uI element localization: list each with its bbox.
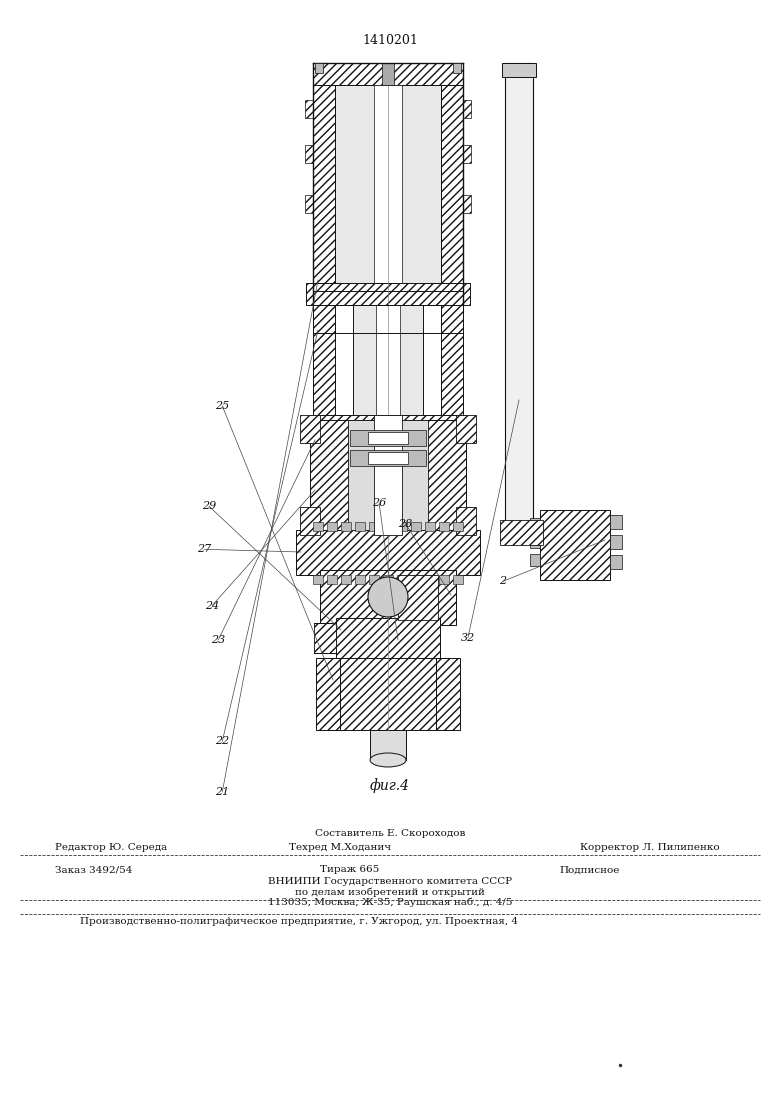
Bar bbox=[296, 531, 480, 575]
Text: 113035, Москва, Ж-35, Раушская наб., д. 4/5: 113035, Москва, Ж-35, Раушская наб., д. … bbox=[268, 897, 512, 907]
Bar bbox=[370, 730, 406, 760]
Bar bbox=[313, 306, 335, 420]
Bar bbox=[456, 507, 476, 535]
Text: Корректор Л. Пилипенко: Корректор Л. Пилипенко bbox=[580, 844, 720, 853]
Text: Производственно-полиграфическое предприятие, г. Ужгород, ул. Проектная, 4: Производственно-полиграфическое предприя… bbox=[80, 918, 518, 927]
Bar bbox=[505, 63, 533, 535]
Bar bbox=[314, 623, 336, 653]
Text: 28: 28 bbox=[399, 518, 413, 529]
Bar bbox=[453, 522, 463, 531]
Bar bbox=[397, 522, 407, 531]
Bar bbox=[441, 306, 463, 420]
Text: 1410201: 1410201 bbox=[362, 33, 418, 46]
Bar bbox=[369, 522, 379, 531]
Text: по делам изобретений и открытий: по делам изобретений и открытий bbox=[295, 887, 485, 897]
Text: Редактор Ю. Середа: Редактор Ю. Середа bbox=[55, 844, 167, 853]
Bar bbox=[320, 570, 456, 625]
Bar bbox=[355, 575, 365, 583]
Text: Техред М.Ходанич: Техред М.Ходанич bbox=[289, 844, 391, 853]
Bar bbox=[436, 658, 460, 730]
Bar bbox=[456, 415, 476, 443]
Text: фиг.4: фиг.4 bbox=[370, 779, 410, 793]
Bar bbox=[463, 195, 471, 213]
Text: 21: 21 bbox=[215, 786, 229, 797]
Text: 23: 23 bbox=[211, 634, 225, 645]
Bar bbox=[328, 658, 448, 730]
Bar bbox=[313, 522, 323, 531]
Bar bbox=[341, 522, 351, 531]
Text: 29: 29 bbox=[202, 501, 216, 512]
Bar bbox=[368, 432, 408, 445]
Bar bbox=[355, 522, 365, 531]
Bar bbox=[374, 85, 402, 285]
Bar bbox=[313, 283, 463, 291]
Text: 2: 2 bbox=[499, 576, 507, 587]
Bar bbox=[341, 575, 351, 583]
Bar bbox=[376, 306, 400, 420]
Bar bbox=[305, 195, 313, 213]
Bar bbox=[313, 85, 335, 285]
Bar bbox=[305, 100, 313, 118]
Bar bbox=[453, 575, 463, 583]
Bar bbox=[530, 536, 540, 548]
Bar bbox=[411, 575, 421, 583]
Bar bbox=[439, 575, 449, 583]
Bar bbox=[540, 510, 610, 580]
Bar bbox=[530, 554, 540, 566]
Text: 32: 32 bbox=[461, 632, 475, 643]
Text: 24: 24 bbox=[205, 600, 219, 611]
Bar bbox=[425, 575, 435, 583]
Bar bbox=[500, 520, 543, 545]
Bar bbox=[313, 575, 323, 583]
Bar bbox=[411, 522, 421, 531]
Bar bbox=[397, 575, 407, 583]
Text: Заказ 3492/54: Заказ 3492/54 bbox=[55, 866, 133, 875]
Bar bbox=[368, 452, 408, 464]
Bar bbox=[383, 522, 393, 531]
Bar bbox=[300, 415, 320, 443]
Bar bbox=[335, 85, 441, 285]
Bar bbox=[300, 507, 320, 535]
Text: 22: 22 bbox=[215, 736, 229, 747]
Ellipse shape bbox=[370, 753, 406, 767]
Bar bbox=[327, 522, 337, 531]
Bar bbox=[369, 575, 379, 583]
Text: Составитель Е. Скороходов: Составитель Е. Скороходов bbox=[315, 829, 465, 838]
Text: 25: 25 bbox=[215, 400, 229, 411]
Bar bbox=[374, 415, 402, 535]
Bar bbox=[316, 658, 340, 730]
Text: Подписное: Подписное bbox=[560, 866, 620, 875]
Bar bbox=[382, 63, 394, 85]
Bar bbox=[439, 522, 449, 531]
Bar bbox=[353, 306, 423, 420]
Bar bbox=[350, 430, 426, 446]
Bar bbox=[336, 618, 440, 662]
Bar bbox=[398, 575, 438, 620]
Circle shape bbox=[368, 577, 408, 617]
Bar bbox=[502, 63, 536, 77]
Bar bbox=[313, 63, 463, 85]
Bar bbox=[348, 420, 428, 531]
Bar bbox=[350, 450, 426, 465]
Bar bbox=[305, 144, 313, 163]
Bar bbox=[530, 518, 540, 531]
Bar bbox=[310, 415, 466, 535]
Bar bbox=[463, 100, 471, 118]
Text: 27: 27 bbox=[197, 544, 211, 555]
Bar bbox=[306, 283, 470, 306]
Bar bbox=[453, 63, 461, 73]
Bar bbox=[463, 144, 471, 163]
Text: ВНИИПИ Государственного комитета СССР: ВНИИПИ Государственного комитета СССР bbox=[268, 878, 512, 887]
Text: 26: 26 bbox=[372, 497, 386, 508]
Bar bbox=[610, 535, 622, 549]
Bar bbox=[327, 575, 337, 583]
Text: Тираж 665: Тираж 665 bbox=[321, 866, 380, 875]
Bar bbox=[441, 85, 463, 285]
Bar bbox=[383, 575, 393, 583]
Bar bbox=[425, 522, 435, 531]
Bar bbox=[610, 555, 622, 569]
Bar bbox=[315, 63, 323, 73]
Bar bbox=[610, 515, 622, 529]
